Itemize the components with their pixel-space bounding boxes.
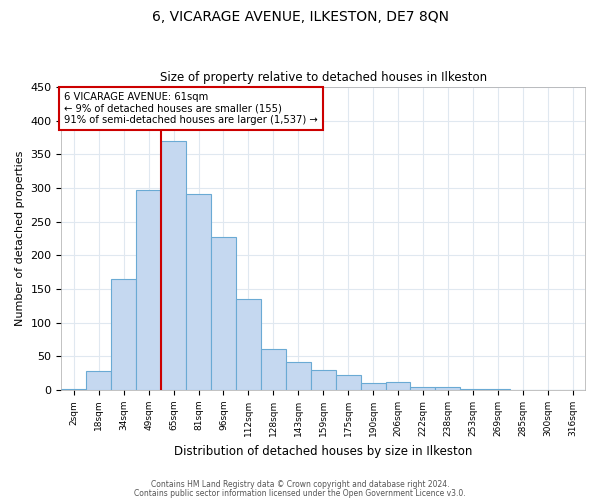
Bar [161,141,186,390]
Bar [386,382,410,390]
Bar [211,237,236,390]
Bar [436,388,460,390]
Text: Contains public sector information licensed under the Open Government Licence v3: Contains public sector information licen… [134,488,466,498]
Bar [261,349,286,390]
Title: Size of property relative to detached houses in Ilkeston: Size of property relative to detached ho… [160,72,487,85]
Text: 6, VICARAGE AVENUE, ILKESTON, DE7 8QN: 6, VICARAGE AVENUE, ILKESTON, DE7 8QN [151,10,449,24]
Bar [311,370,335,390]
Bar [111,279,136,390]
Bar [136,190,161,390]
Bar [86,371,111,390]
Text: 6 VICARAGE AVENUE: 61sqm
← 9% of detached houses are smaller (155)
91% of semi-d: 6 VICARAGE AVENUE: 61sqm ← 9% of detache… [64,92,318,125]
Bar [410,386,436,390]
Bar [460,388,485,390]
Y-axis label: Number of detached properties: Number of detached properties [15,151,25,326]
Text: Contains HM Land Registry data © Crown copyright and database right 2024.: Contains HM Land Registry data © Crown c… [151,480,449,489]
Bar [361,382,386,390]
Bar [236,299,261,390]
Bar [186,194,211,390]
Bar [335,374,361,390]
X-axis label: Distribution of detached houses by size in Ilkeston: Distribution of detached houses by size … [174,444,472,458]
Bar [286,362,311,390]
